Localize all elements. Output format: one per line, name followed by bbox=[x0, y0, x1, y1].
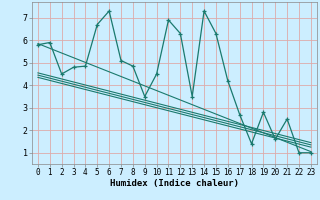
X-axis label: Humidex (Indice chaleur): Humidex (Indice chaleur) bbox=[110, 179, 239, 188]
